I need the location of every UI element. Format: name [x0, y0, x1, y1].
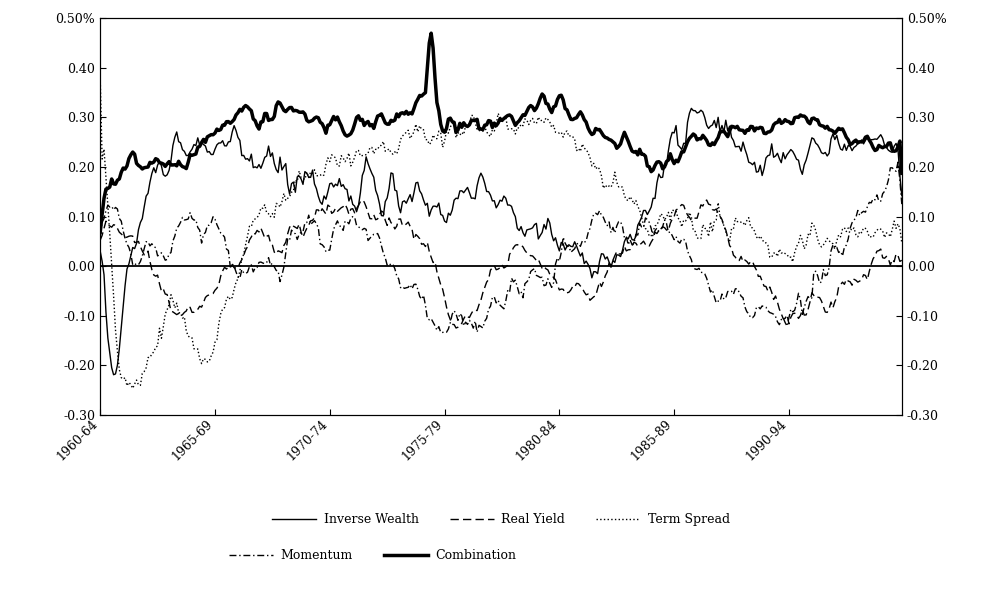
Legend: Momentum, Combination: Momentum, Combination: [224, 544, 521, 567]
